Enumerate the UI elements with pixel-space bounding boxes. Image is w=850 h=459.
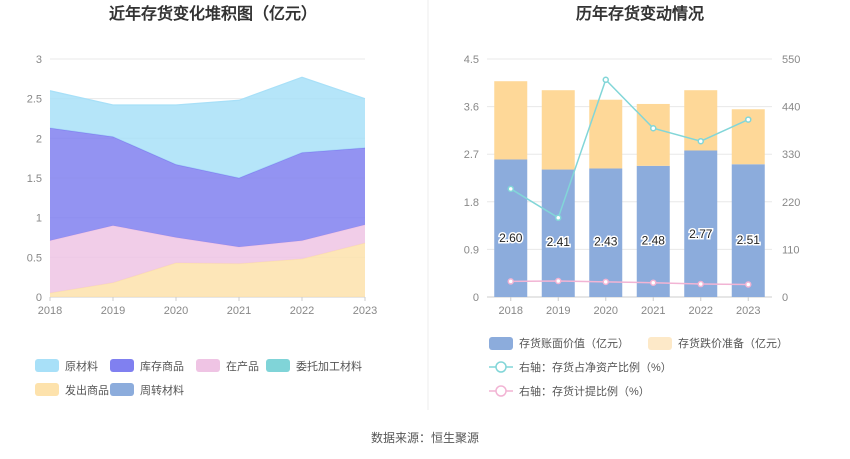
bar-value-label: 2.48 xyxy=(642,234,666,248)
bar-book-value xyxy=(684,150,718,297)
legend-label-inventory_goods: 库存商品 xyxy=(140,359,184,373)
legend-swatch-shipped xyxy=(35,383,59,396)
legend-swatch-bar-reserve xyxy=(648,337,672,350)
bar-impairment-reserve xyxy=(494,81,528,160)
legend-label-shipped: 发出商品 xyxy=(65,383,109,397)
bar-value-label: 2.43 xyxy=(594,235,618,249)
x-tick-label: 2018 xyxy=(38,305,62,317)
line-point-line_provision xyxy=(745,281,752,288)
y2-tick-label: 220 xyxy=(782,197,800,209)
legend-swatch-outsourced xyxy=(266,359,290,372)
x-tick-label: 2021 xyxy=(641,305,665,317)
bar-impairment-reserve xyxy=(636,103,670,166)
y2-tick-label: 440 xyxy=(782,102,800,114)
line-series-line_ratio xyxy=(510,78,749,219)
x-tick-label: 2023 xyxy=(736,305,760,317)
legend-label-raw_material: 原材料 xyxy=(65,359,98,373)
y-tick-label: 2 xyxy=(36,133,42,145)
x-tick-label: 2020 xyxy=(594,305,618,317)
x-tick-label: 2019 xyxy=(546,305,570,317)
line-point-line_ratio xyxy=(650,124,657,132)
y-tick-label: 1.8 xyxy=(464,197,479,209)
line-point-line_provision xyxy=(507,278,514,285)
right-chart-title: 历年存货变动情况 xyxy=(576,4,704,23)
line-point-line_provision xyxy=(602,278,609,286)
y-tick-label: 4.5 xyxy=(464,54,479,66)
bar-value-label: 2.60 xyxy=(499,231,523,245)
legend-swatch-turnover xyxy=(110,383,134,396)
legend-swatch-wip xyxy=(196,359,220,372)
right-bar-line-chart: 0 0.9 1.8 2.7 3.6 4.5 0 110 220 330 440 550 2018 2019… xyxy=(464,54,801,317)
legend-label-wip: 在产品 xyxy=(226,359,259,373)
area-series-wip xyxy=(50,224,365,294)
legend-label-line_provision: 右轴：存货计提比例（%） xyxy=(519,384,650,398)
bar-value-label: 2.41 xyxy=(547,235,571,249)
legend-label-outsourced: 委托加工材料 xyxy=(296,359,362,373)
bar-book-value xyxy=(494,159,528,297)
y2-tick-label: 0 xyxy=(782,292,788,304)
x-tick-label: 2018 xyxy=(499,305,523,317)
source-note: 数据来源：恒生聚源 xyxy=(371,430,479,445)
line-point-line_ratio xyxy=(507,185,514,193)
bar-book-value xyxy=(731,164,765,297)
y-tick-label: 0 xyxy=(36,292,42,304)
bar-value-label: 2.77 xyxy=(689,227,713,241)
legend-marker-line_ratio xyxy=(495,361,507,373)
x-tick-label: 2020 xyxy=(164,305,188,317)
x-tick-label: 2021 xyxy=(227,305,251,317)
y-tick-label: 0 xyxy=(473,292,479,304)
left-chart-title: 近年存货变化堆积图（亿元） xyxy=(109,4,317,23)
y-tick-label: 1 xyxy=(36,213,42,225)
y2-tick-label: 550 xyxy=(782,54,800,66)
area-edge-raw_material xyxy=(49,76,366,106)
y2-tick-label: 110 xyxy=(782,244,800,256)
y-tick-label: 3.6 xyxy=(464,102,479,114)
legend-swatch-inventory_goods xyxy=(110,359,134,372)
bar-book-value xyxy=(636,165,670,297)
y-tick-label: 2.7 xyxy=(464,149,479,161)
legend-label-turnover: 周转材料 xyxy=(140,383,184,397)
legend-label-bar-book: 存货账面价值（亿元） xyxy=(519,336,629,350)
legend-label-line_ratio: 右轴：存货占净资产比例（%） xyxy=(519,360,672,374)
line-point-line_ratio xyxy=(602,76,609,84)
line-point-line_provision xyxy=(697,280,704,288)
bar-impairment-reserve xyxy=(589,99,623,169)
line-point-line_provision xyxy=(650,279,657,286)
bar-value-label: 2.51 xyxy=(737,233,761,247)
line-series-line_provision xyxy=(510,280,749,286)
right-legend: 存货账面价值（亿元） 存货跌价准备（亿元） 右轴：存货占净资产比例（%） 右轴：存货计… xyxy=(489,336,788,398)
x-tick-label: 2019 xyxy=(101,305,125,317)
x-tick-label: 2023 xyxy=(353,305,377,317)
bar-book-value xyxy=(589,168,623,297)
line-point-line_ratio xyxy=(697,137,704,145)
y2-tick-label: 330 xyxy=(782,149,800,161)
legend-label-bar-reserve: 存货跌价准备（亿元） xyxy=(678,336,788,350)
line-point-line_provision xyxy=(555,277,562,285)
bar-impairment-reserve xyxy=(541,90,575,170)
x-tick-label: 2022 xyxy=(290,305,314,317)
y-tick-label: 0.5 xyxy=(27,252,42,264)
y-tick-label: 1.5 xyxy=(27,173,42,185)
area-series-raw_material xyxy=(50,77,365,178)
left-stacked-area-chart: 0 0.5 1 1.5 2 2.5 3 2018 2019 2020 2021 2022 2023 xyxy=(27,54,378,317)
area-series-shipped xyxy=(50,243,365,297)
y-tick-label: 2.5 xyxy=(27,94,42,106)
legend-swatch-bar-book xyxy=(489,337,513,350)
bar-book-value xyxy=(541,169,575,297)
x-tick-label: 2022 xyxy=(689,305,713,317)
legend-marker-line_provision xyxy=(495,385,507,397)
y-tick-label: 0.9 xyxy=(464,244,479,256)
line-point-line_ratio xyxy=(555,214,562,222)
line-point-line_ratio xyxy=(745,116,752,123)
area-series-inventory_goods xyxy=(50,128,365,248)
legend-swatch-raw_material xyxy=(35,359,59,372)
y-tick-label: 3 xyxy=(36,54,42,66)
